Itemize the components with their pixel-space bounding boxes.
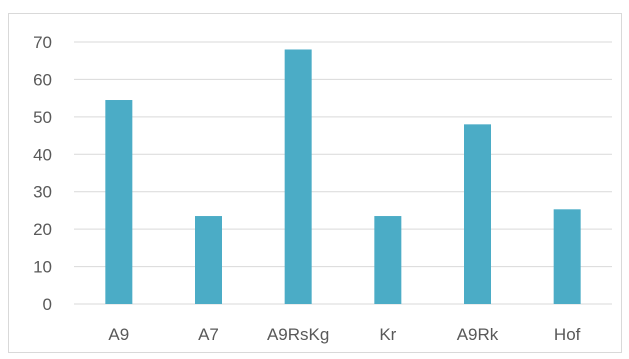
y-tick-label: 30 bbox=[33, 183, 52, 202]
x-category-label: A9RsKg bbox=[267, 325, 329, 344]
bars bbox=[105, 49, 581, 304]
bar bbox=[374, 216, 402, 304]
x-category-label: A9 bbox=[108, 325, 129, 344]
bar bbox=[284, 49, 312, 304]
y-tick-label: 10 bbox=[33, 258, 52, 277]
x-category-label: Hof bbox=[554, 325, 581, 344]
y-tick-label: 60 bbox=[33, 70, 52, 89]
bar bbox=[464, 124, 491, 304]
y-tick-label: 20 bbox=[33, 220, 52, 239]
x-category-label: A7 bbox=[198, 325, 219, 344]
y-tick-label: 70 bbox=[33, 33, 52, 52]
gridlines bbox=[74, 41, 612, 305]
x-category-label: A9Rk bbox=[457, 325, 499, 344]
y-axis-tick-labels: 0 10 20 30 40 50 60 70 bbox=[33, 33, 52, 314]
x-axis-category-labels: A9 A7 A9RsKg Kr A9Rk Hof bbox=[108, 325, 580, 344]
y-tick-label: 50 bbox=[33, 108, 52, 127]
y-tick-label: 40 bbox=[33, 145, 52, 164]
bar bbox=[553, 209, 581, 304]
bar bbox=[195, 216, 222, 304]
x-category-label: Kr bbox=[379, 325, 396, 344]
y-tick-label: 0 bbox=[43, 295, 52, 314]
bar bbox=[105, 100, 133, 304]
